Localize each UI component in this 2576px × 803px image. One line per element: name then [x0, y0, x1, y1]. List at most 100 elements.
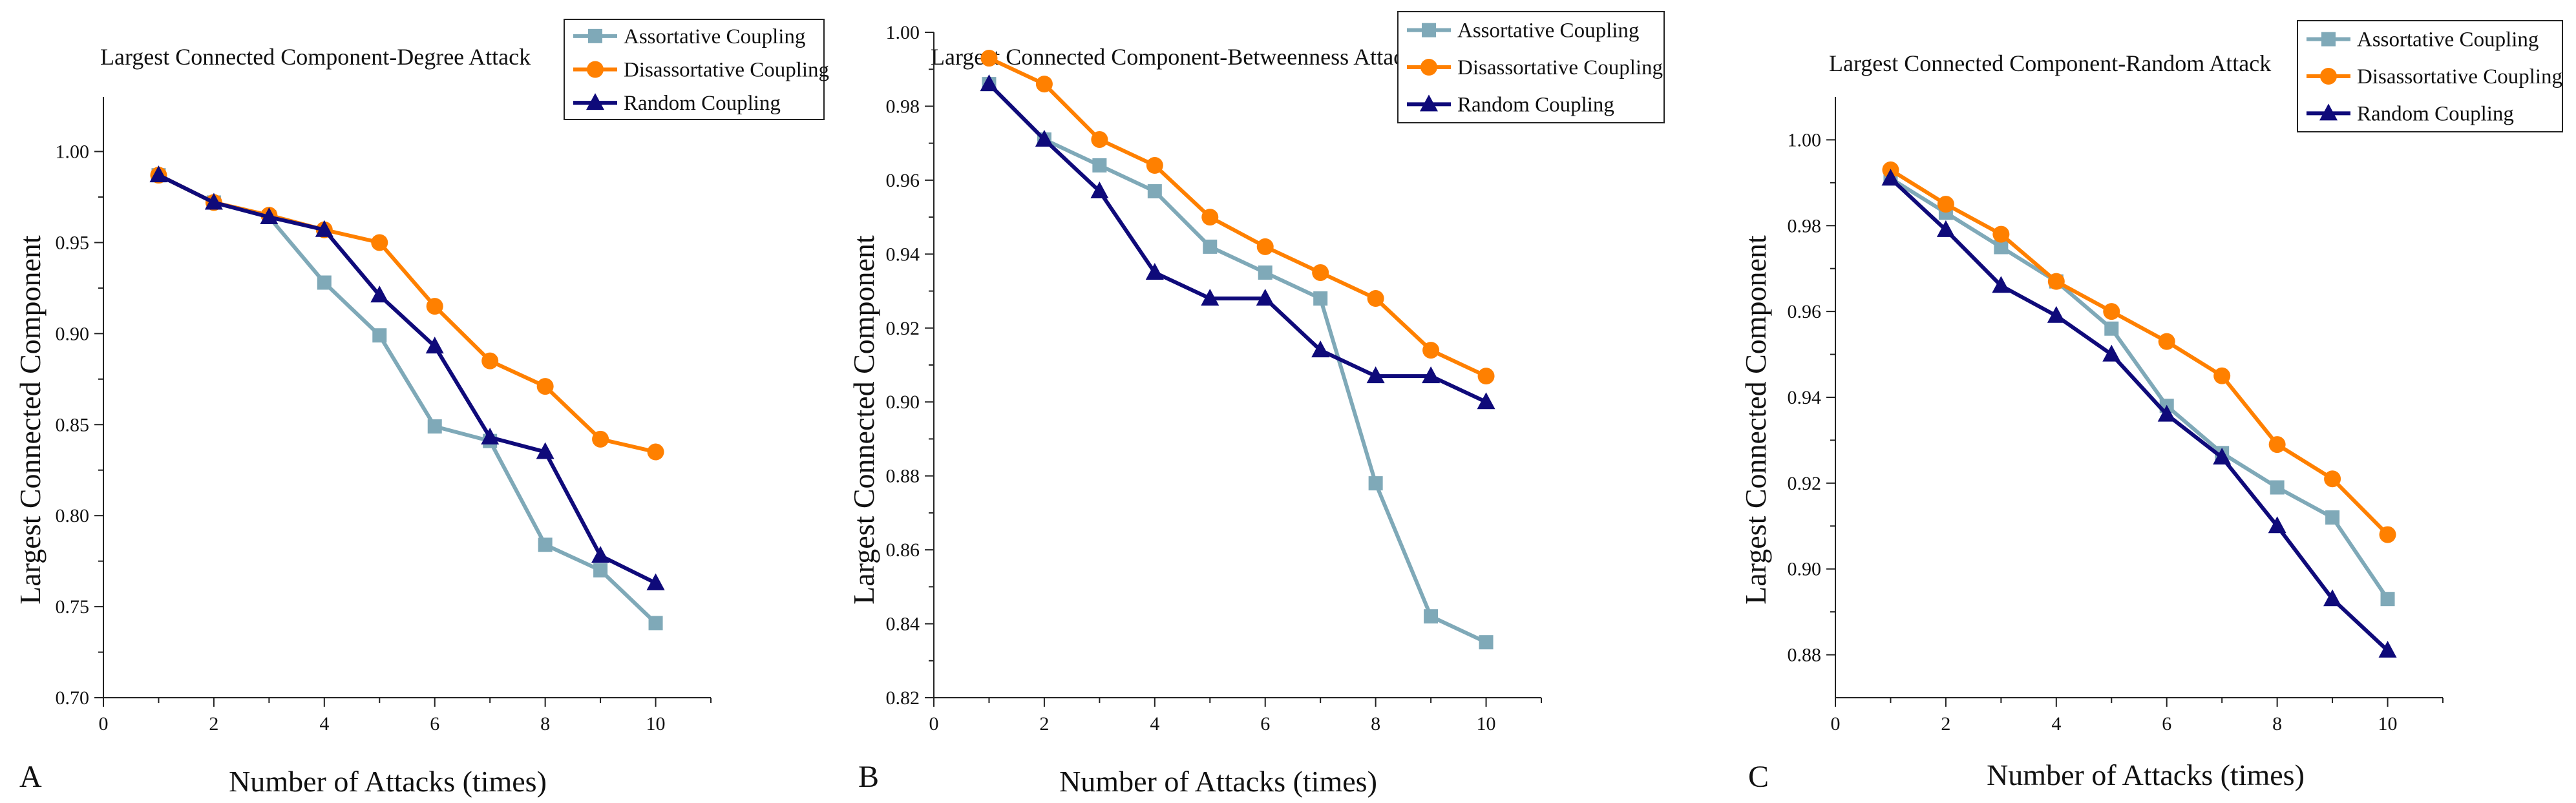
panel-letter: C: [1748, 760, 1769, 794]
series-line: [1889, 177, 2389, 652]
legend-swatch-marker: [2320, 68, 2337, 85]
y-tick-label: 0.96: [886, 170, 920, 191]
data-point: [149, 165, 168, 183]
y-tick-label: 1.00: [1788, 129, 1822, 151]
series-disassortative: [1882, 161, 2396, 543]
chart-title: Largest Connected Component-Degree Attac…: [100, 44, 531, 70]
data-point: [2268, 436, 2286, 454]
data-point: [1091, 130, 1108, 148]
data-point: [980, 50, 998, 67]
series-line: [987, 82, 1487, 404]
data-point: [2047, 273, 2065, 290]
y-tick-label: 1.00: [56, 141, 90, 163]
panel-c: Largest Connected Component-Random Attac…: [1739, 20, 2563, 794]
data-point: [1201, 209, 1219, 226]
data-point: [2270, 480, 2285, 495]
data-point: [1203, 239, 1218, 254]
data-point: [2378, 640, 2397, 658]
legend-swatch-marker: [587, 61, 604, 78]
panel-letter: A: [19, 760, 42, 794]
series-line: [988, 56, 1487, 378]
legend-label: Assortative Coupling: [624, 25, 805, 48]
data-point: [591, 546, 610, 563]
y-tick-label: 0.94: [1788, 387, 1822, 408]
data-point: [1312, 264, 1329, 281]
series-random: [1881, 169, 2397, 658]
series-line: [158, 173, 657, 454]
x-tick-label: 4: [319, 713, 329, 735]
x-tick-label: 8: [540, 713, 550, 735]
data-point: [2103, 303, 2120, 320]
chart-title: Largest Connected Component-Betweenness …: [931, 44, 1415, 70]
data-point: [646, 573, 665, 590]
y-tick-label: 0.90: [886, 391, 920, 413]
data-point: [1258, 265, 1272, 280]
data-point: [1092, 158, 1107, 172]
data-point: [370, 286, 389, 303]
data-point: [2213, 448, 2232, 464]
data-point: [1035, 76, 1053, 93]
data-point: [647, 443, 664, 461]
panel-b: Largest Connected Component-Betweenness …: [847, 11, 1665, 798]
legend-label: Disassortative Coupling: [624, 59, 829, 82]
series-random: [149, 165, 665, 590]
data-point: [538, 537, 553, 552]
series-line: [987, 82, 1487, 644]
x-axis-title: Number of Attacks (times): [229, 765, 547, 798]
y-axis-title: Largest Connected Component: [14, 235, 47, 605]
series-assortative: [151, 168, 663, 631]
data-point: [372, 328, 387, 343]
data-point: [1937, 196, 1954, 213]
data-point: [2268, 516, 2286, 534]
y-tick-label: 0.95: [56, 232, 90, 253]
data-point: [1311, 340, 1330, 358]
y-tick-label: 0.86: [886, 539, 920, 561]
data-point: [1368, 476, 1383, 491]
data-point: [1477, 368, 1495, 385]
y-tick-label: 0.98: [886, 96, 920, 117]
data-point: [593, 563, 608, 578]
data-point: [1994, 240, 2009, 255]
x-tick-label: 0: [99, 713, 109, 735]
x-tick-label: 6: [2162, 713, 2171, 735]
data-point: [1145, 262, 1164, 280]
y-tick-label: 0.90: [56, 323, 90, 344]
x-tick-label: 2: [1941, 713, 1950, 735]
data-point: [1477, 392, 1495, 410]
data-point: [536, 378, 554, 395]
data-point: [2380, 592, 2395, 607]
data-point: [1146, 157, 1163, 174]
data-point: [2157, 404, 2176, 422]
data-point: [481, 428, 500, 444]
data-point: [2158, 333, 2175, 350]
series-line: [1889, 168, 2389, 536]
y-tick-label: 1.00: [886, 22, 920, 43]
panel-a: Largest Connected Component-Degree Attac…: [14, 19, 829, 798]
y-axis-title: Largest Connected Component: [1739, 235, 1772, 605]
y-tick-label: 0.80: [56, 505, 90, 527]
x-tick-label: 4: [1150, 713, 1159, 735]
legend-swatch-marker: [2321, 32, 2336, 47]
y-tick-label: 0.75: [56, 596, 90, 618]
legend-swatch-marker: [1420, 59, 1437, 76]
data-point: [1090, 182, 1109, 199]
legend-label: Random Coupling: [1457, 93, 1614, 116]
legend-swatch-marker: [2319, 103, 2338, 121]
x-tick-label: 8: [2272, 713, 2282, 735]
x-tick-label: 6: [430, 713, 439, 735]
data-point: [1422, 342, 1440, 359]
series-line: [158, 173, 657, 625]
series-random: [980, 74, 1495, 410]
data-point: [1256, 289, 1274, 306]
y-tick-label: 0.88: [886, 466, 920, 487]
x-axis-title: Number of Attacks (times): [1059, 765, 1377, 798]
x-tick-label: 8: [1371, 713, 1380, 735]
data-point: [2325, 510, 2340, 525]
y-tick-label: 0.88: [1788, 645, 1822, 666]
data-point: [1992, 276, 2011, 293]
data-point: [1035, 129, 1053, 147]
data-point: [1366, 366, 1385, 384]
y-tick-label: 0.90: [1788, 559, 1822, 580]
data-point: [2104, 321, 2119, 336]
